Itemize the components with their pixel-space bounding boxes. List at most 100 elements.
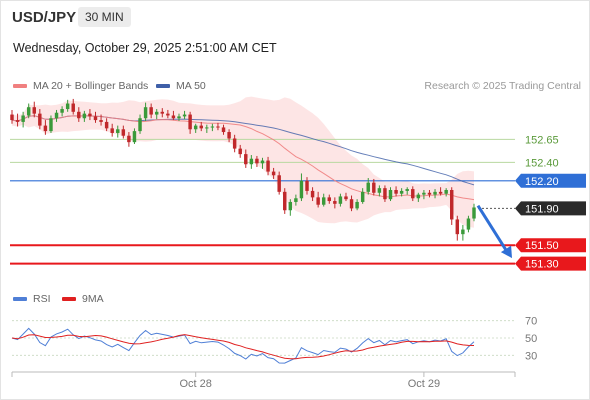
candle-body (193, 125, 198, 130)
candle-body (333, 201, 337, 204)
legend-ma50: MA 50 (156, 80, 206, 92)
candle-body (238, 148, 242, 155)
candle-body (255, 158, 259, 164)
level-tag-151.50 (515, 238, 586, 253)
candle-body (171, 115, 176, 119)
candle-body (316, 197, 320, 205)
candle-body (210, 126, 215, 128)
candle-body (32, 107, 36, 114)
candle-body (127, 135, 131, 143)
legend-rsi: RSI (13, 293, 51, 305)
candle-body (132, 131, 137, 143)
candle-body (294, 198, 298, 202)
level-label-151.90: 151.90 (525, 203, 559, 215)
candle-body (455, 219, 460, 235)
rsi-tick-70: 70 (525, 316, 537, 328)
rsi-swatch (13, 297, 27, 301)
candle-body (277, 175, 281, 192)
chart-datetime: Wednesday, October 29, 2025 2:51:00 AM C… (13, 41, 277, 55)
legend-ma9-label: 9MA (82, 293, 104, 305)
candle-body (60, 109, 64, 113)
candle-body (116, 129, 120, 133)
candle-body (182, 114, 187, 117)
candle-body (232, 138, 237, 149)
candle-body (266, 160, 270, 172)
candle-body (177, 116, 181, 119)
level-label-151.30: 151.30 (525, 259, 559, 271)
level-label-152.40: 152.40 (525, 157, 559, 169)
candle-body (338, 196, 343, 204)
candle-body (149, 107, 153, 115)
legend-ma20: MA 20 + Bollinger Bands (13, 80, 148, 92)
candle-body (77, 111, 81, 119)
candle-body (160, 111, 165, 114)
bollinger-band (12, 96, 474, 228)
candle-body (422, 192, 426, 195)
candle-body (344, 196, 348, 200)
candle-body (143, 107, 148, 119)
level-tag-151.90 (515, 201, 586, 216)
rsi-line (11, 327, 475, 364)
candle-body (244, 154, 248, 165)
legend-ma50-label: MA 50 (176, 80, 206, 92)
ma50-swatch (156, 84, 170, 88)
candle-body (377, 188, 382, 193)
candle-body (154, 111, 159, 115)
x-tick-label-0: Oct 28 (179, 378, 211, 390)
candle-body (82, 113, 87, 119)
timeframe-button[interactable]: 30 MIN (78, 7, 131, 27)
candle-body (138, 118, 142, 132)
level-label-151.50: 151.50 (525, 240, 559, 252)
x-tick-label-1: Oct 29 (408, 378, 440, 390)
candle-body (260, 160, 265, 164)
candle-body (205, 127, 209, 129)
candle-body (88, 113, 92, 117)
candle-body (372, 182, 376, 193)
forecast-arrow-shaft (476, 204, 508, 251)
candle-body (283, 191, 287, 211)
candle-body (43, 125, 48, 132)
candle-body (288, 201, 293, 211)
legend-rsi-label: RSI (33, 293, 51, 305)
candle-body (366, 182, 370, 192)
forecast-arrow-head (500, 245, 512, 259)
candle-body (199, 125, 203, 129)
candle-body (26, 107, 31, 116)
candle-body (416, 194, 421, 199)
candle-body (388, 190, 393, 200)
candle-body (299, 180, 304, 199)
legend-ma20-label: MA 20 + Bollinger Bands (33, 80, 149, 92)
candle-body (383, 188, 387, 200)
candle-body (227, 132, 231, 139)
candle-body (93, 116, 98, 121)
candle-body (249, 158, 254, 165)
candle-body (38, 113, 42, 126)
candle-body (310, 190, 315, 198)
candle-body (466, 218, 471, 230)
credit-text: Research © 2025 Trading Central (424, 80, 581, 92)
candle-body (104, 121, 109, 129)
candle-body (411, 189, 415, 199)
candle-body (121, 129, 126, 136)
candle-body (99, 120, 103, 122)
candle-body (394, 190, 398, 194)
candle-body (71, 103, 75, 112)
candle-body (305, 180, 309, 191)
candle-body (472, 207, 476, 219)
level-tag-152.20 (515, 173, 586, 188)
level-label-152.65: 152.65 (525, 134, 559, 146)
candle-body (355, 201, 359, 209)
candle-body (54, 112, 59, 119)
candle-body (166, 113, 170, 116)
candle-body (399, 190, 404, 194)
candle-body (65, 103, 70, 110)
candle-body (349, 199, 354, 209)
rsi-tick-30: 30 (525, 350, 537, 362)
rsi-ma9-line (11, 334, 475, 360)
candle-body (433, 191, 437, 195)
candle-body (461, 229, 465, 235)
candle-body (360, 191, 365, 202)
candle-body (10, 114, 14, 121)
candle-body (271, 171, 276, 176)
